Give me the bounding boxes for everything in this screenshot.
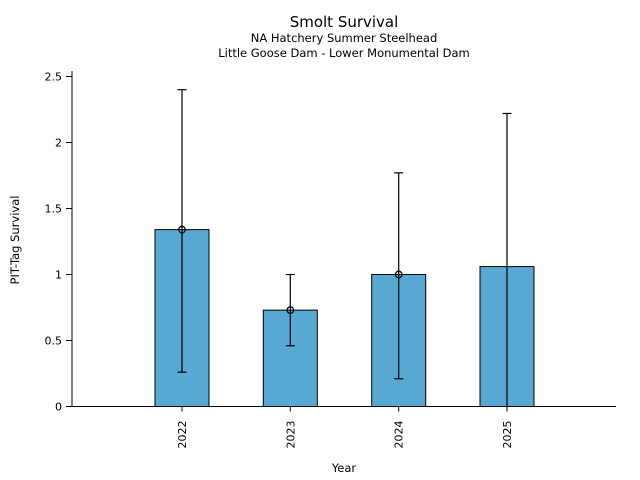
x-tick-label-2022: 2022 (176, 421, 189, 449)
x-axis-label: Year (331, 461, 357, 475)
x-tick-label-2024: 2024 (393, 421, 406, 449)
point-marker-2023 (286, 306, 295, 315)
y-tick-label-1: 1 (55, 269, 62, 282)
y-tick-label-1.5: 1.5 (45, 203, 63, 216)
chart-subtitle-line2: Little Goose Dam - Lower Monumental Dam (218, 46, 470, 60)
x-tick-label-2025: 2025 (501, 421, 514, 449)
point-marker-2024 (394, 270, 403, 279)
point-marker-2022 (178, 225, 186, 234)
y-tick-label-0: 0 (55, 401, 62, 414)
y-tick-label-2.5: 2.5 (45, 71, 63, 84)
y-tick-label-2: 2 (55, 137, 62, 150)
y-tick-label-0.5: 0.5 (45, 335, 63, 348)
x-tick-label-2023: 2023 (284, 421, 297, 449)
chart-title: Smolt Survival (289, 13, 399, 31)
chart-subtitle-line1: NA Hatchery Summer Steelhead (250, 31, 438, 45)
